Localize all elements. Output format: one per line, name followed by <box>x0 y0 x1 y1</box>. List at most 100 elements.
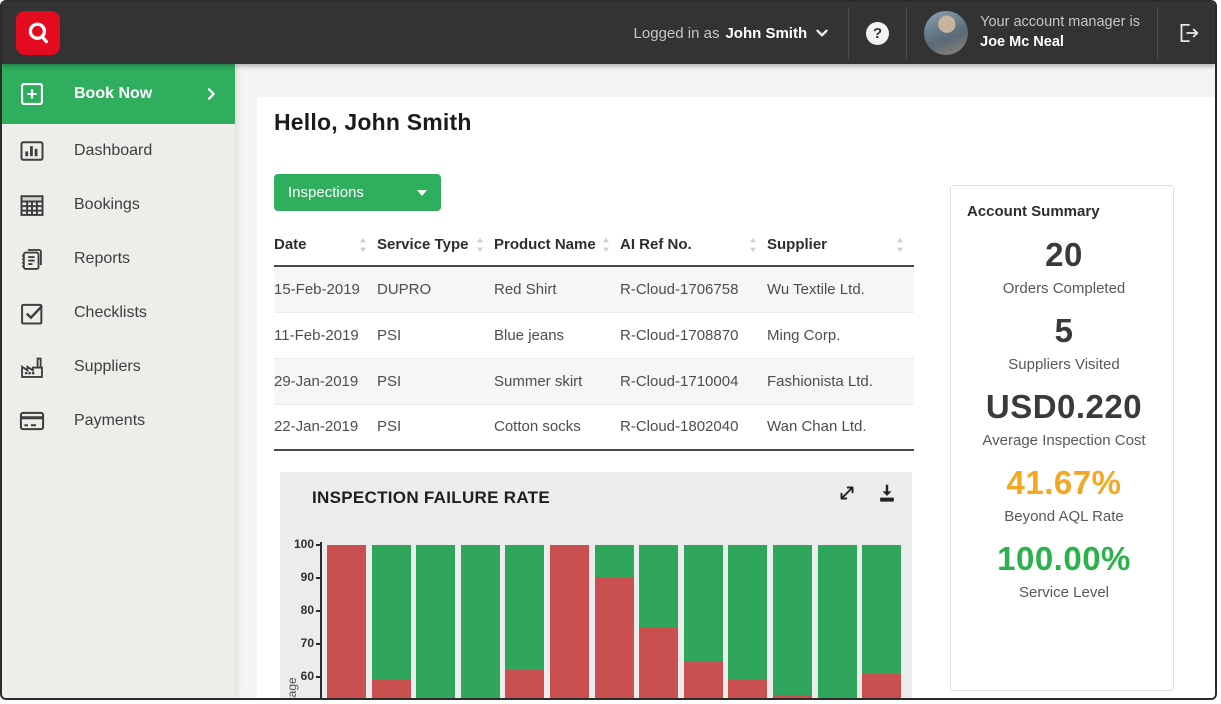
summary-stat-service-level: 100.00% Service Level <box>967 540 1161 601</box>
chevron-right-icon <box>203 86 219 102</box>
column-header-date[interactable]: Date <box>274 230 377 267</box>
table-cell: 11-Feb-2019 <box>274 312 377 359</box>
table-cell: R-Cloud-1710004 <box>620 358 767 405</box>
download-chart-icon[interactable] <box>876 482 898 504</box>
stat-label: Service Level <box>1018 583 1110 601</box>
sort-icon[interactable] <box>896 237 910 252</box>
table-cell: DUPRO <box>377 266 494 313</box>
table-cell: Wan Chan Ltd. <box>767 404 914 451</box>
column-header-supplier[interactable]: Supplier <box>767 230 914 267</box>
bar-segment-green <box>371 545 411 681</box>
bar-segment-green <box>728 545 768 681</box>
expand-chart-icon[interactable] <box>836 482 858 504</box>
bar-segment-green <box>817 545 857 698</box>
sidebar-item-suppliers[interactable]: Suppliers <box>2 340 235 394</box>
chart-bar <box>728 545 768 698</box>
inspections-table: Date Service Type Product Name AI Ref No. Su… <box>274 230 914 451</box>
logged-in-user-menu[interactable]: Logged in as John Smith <box>634 24 832 42</box>
calendar-icon <box>18 191 46 219</box>
account-manager-prefix: Your account manager is <box>980 14 1140 31</box>
table-cell: Red Shirt <box>494 266 620 313</box>
y-axis-tick-mark <box>316 544 321 546</box>
summary-stat-orders-completed: 20 Orders Completed <box>967 236 1161 297</box>
column-header-label: Supplier <box>767 236 828 253</box>
bar-segment-green <box>639 545 679 628</box>
sort-icon[interactable] <box>749 237 763 252</box>
help-icon[interactable]: ? <box>866 21 890 45</box>
table-cell: R-Cloud-1708870 <box>620 312 767 359</box>
chart-bar <box>416 545 456 698</box>
factory-icon <box>18 353 46 381</box>
table-row[interactable]: 29-Jan-2019 PSI Summer skirt R-Cloud-171000… <box>274 358 914 405</box>
chart-bar <box>550 545 589 698</box>
bar-segment-red <box>505 670 545 698</box>
inspections-dropdown[interactable]: Inspections <box>274 174 441 211</box>
table-row[interactable]: 15-Feb-2019 DUPRO Red Shirt R-Cloud-1706758… <box>274 266 914 313</box>
table-cell: 15-Feb-2019 <box>274 266 377 313</box>
sidebar-item-label: Book Now <box>74 85 153 102</box>
sidebar-item-label: Bookings <box>74 196 140 213</box>
sidebar-item-reports[interactable]: Reports <box>2 232 235 286</box>
chart-bar <box>327 545 366 698</box>
bar-segment-red <box>728 680 768 698</box>
logout-icon[interactable] <box>1175 20 1201 46</box>
sort-icon[interactable] <box>359 237 373 252</box>
column-header-label: Service Type <box>377 236 469 253</box>
bar-segment-red <box>862 673 902 698</box>
column-header-label: Date <box>274 236 307 253</box>
y-axis-tick-label: 60 <box>300 669 314 683</box>
qima-logo-icon[interactable] <box>16 11 60 55</box>
bar-segment-green <box>416 545 456 698</box>
logged-in-prefix: Logged in as <box>633 24 720 42</box>
column-header-product-name[interactable]: Product Name <box>494 230 620 267</box>
summary-stat-average-inspection-cost: USD0.220 Average Inspection Cost <box>967 388 1161 449</box>
page-title: Hello, John Smith <box>274 109 472 135</box>
sidebar-item-label: Dashboard <box>74 142 153 159</box>
bar-segment-red <box>371 680 411 698</box>
table-row[interactable]: 22-Jan-2019 PSI Cotton socks R-Cloud-180204… <box>274 404 914 451</box>
sidebar-item-payments[interactable]: Payments <box>2 394 235 448</box>
chart-title: INSPECTION FAILURE RATE <box>312 488 550 507</box>
sort-icon[interactable] <box>476 237 490 252</box>
table-row[interactable]: 11-Feb-2019 PSI Blue jeans R-Cloud-1708870 M… <box>274 312 914 359</box>
sidebar-item-label: Suppliers <box>74 358 141 375</box>
sidebar-item-checklists[interactable]: Checklists <box>2 286 235 340</box>
chart-bar <box>505 545 545 698</box>
y-axis-tick-mark <box>316 643 321 645</box>
sidebar-item-book-now[interactable]: Book Now <box>2 64 235 124</box>
column-header-label: Product Name <box>494 236 596 253</box>
y-axis-tick-label: 70 <box>300 636 314 650</box>
bar-segment-green <box>594 545 634 578</box>
chart-bar <box>817 545 857 698</box>
chart-bar <box>460 545 500 698</box>
bar-segment-red <box>683 660 723 698</box>
sort-icon[interactable] <box>602 237 616 252</box>
chart-bar <box>862 545 902 698</box>
inspection-failure-chart: INSPECTION FAILURE RATE Percentage 10090… <box>280 472 912 698</box>
table-cell: 29-Jan-2019 <box>274 358 377 405</box>
column-header-service-type[interactable]: Service Type <box>377 230 494 267</box>
bar-segment-green <box>505 545 545 671</box>
stat-value: 20 <box>1045 236 1083 273</box>
account-manager-name: Joe Mc Neal <box>980 34 1064 50</box>
topbar-divider <box>906 7 908 59</box>
stat-value: 41.67% <box>1006 463 1122 501</box>
bar-segment-green <box>683 545 723 661</box>
bar-segment-green <box>862 545 902 674</box>
sidebar: Book Now Dashboard Bookings Reports Checklis… <box>2 64 235 698</box>
topbar: Logged in as John Smith ? Your account m… <box>2 2 1215 64</box>
column-header-ai-ref-no[interactable]: AI Ref No. <box>620 230 767 267</box>
account-summary-title: Account Summary <box>967 203 1100 220</box>
stat-value: USD0.220 <box>985 387 1143 425</box>
table-cell: Wu Textile Ltd. <box>767 266 914 313</box>
sidebar-item-dashboard[interactable]: Dashboard <box>2 124 235 178</box>
account-manager-avatar <box>924 11 969 55</box>
sidebar-item-bookings[interactable]: Bookings <box>2 178 235 232</box>
chart-bar <box>371 545 411 698</box>
sidebar-item-label: Reports <box>74 250 131 267</box>
sidebar-item-label: Checklists <box>74 304 147 321</box>
topbar-divider <box>848 7 850 59</box>
chevron-down-icon <box>813 24 831 42</box>
logged-in-user-name: John Smith <box>725 24 808 42</box>
